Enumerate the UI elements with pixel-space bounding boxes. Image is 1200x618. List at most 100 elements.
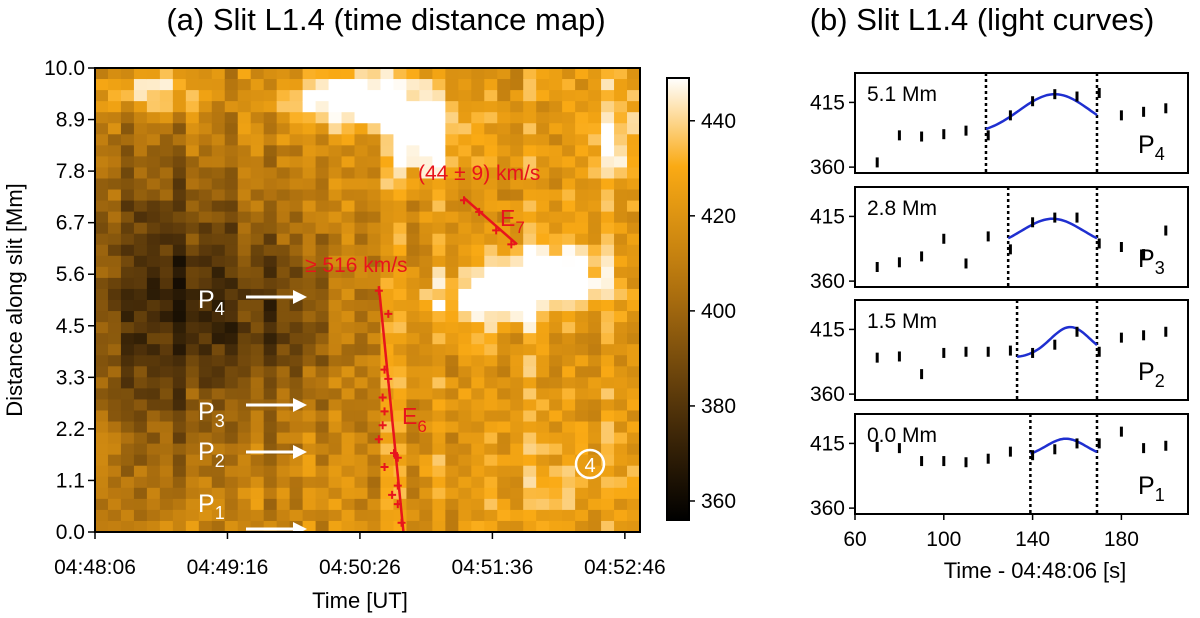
map-cell [198,101,213,113]
map-cell [510,200,524,213]
map-cell [328,454,343,467]
map-cell [289,178,304,191]
map-cell [510,344,524,356]
map-cell [133,300,148,312]
map-cell [575,233,589,246]
map-cell [562,344,576,356]
map-cell [354,112,369,124]
map-cell [406,476,421,489]
map-cell [159,222,174,235]
map-cell [237,454,252,467]
map-cell [497,288,511,301]
map-cell [95,410,109,423]
map-cell [601,465,615,478]
map-cell [380,399,395,412]
map-cell [432,311,446,323]
map-cell [601,167,615,180]
map-cell [185,90,200,102]
map-cell [302,134,317,146]
map-cell [432,432,446,445]
map-cell [146,90,161,102]
map-cell [549,244,563,257]
map-cell [95,421,109,434]
map-cell [95,377,109,389]
map-cell [419,443,433,456]
map-cell [549,134,563,146]
map-cell [458,134,472,146]
map-cell [484,509,498,522]
map-cell [627,288,641,301]
map-cell [341,68,356,80]
map-cell [588,90,602,102]
colorbar-tick-label: 420 [701,205,736,228]
map-cell [250,145,265,157]
map-cell [95,145,109,157]
map-cell [146,399,161,412]
map-cell [458,222,472,235]
map-cell [237,123,252,135]
map-cell [250,300,265,312]
position-label-p4: P4 [198,286,225,319]
map-cell [510,333,524,345]
map-cell [419,90,433,102]
map-cell [198,222,213,235]
map-y-tick-label: 8.9 [56,109,85,132]
map-cell [536,211,550,224]
map-cell [95,112,109,124]
map-cell [367,322,382,334]
map-cell [510,388,524,401]
map-cell [328,244,343,257]
map-cell [588,68,602,80]
fit-point-e6 [393,500,402,509]
map-cell [471,68,485,80]
map-cell [133,266,148,279]
map-cell [302,443,317,456]
map-cell [237,222,252,235]
map-cell [627,421,641,434]
map-cell [263,189,278,202]
map-cell [601,377,615,389]
map-cell [367,255,382,268]
map-x-tick-label: 04:48:06 [54,556,136,579]
map-cell [406,189,421,202]
map-cell [380,233,395,246]
map-cell [211,476,226,489]
map-cell [575,388,589,401]
map-cell [380,454,395,467]
map-cell [627,333,641,345]
map-cell [458,200,472,213]
map-cell [302,366,317,378]
map-cell [263,244,278,257]
map-cell [458,211,472,224]
map-cell [627,255,641,268]
map-cell [549,366,563,378]
map-cell [562,520,576,533]
map-cell [549,465,563,478]
map-cell [510,288,524,301]
map-cell [185,311,200,323]
map-cell [185,145,200,157]
map-cell [120,487,135,500]
map-cell [315,277,330,290]
map-cell [263,311,278,323]
map-cell [458,123,472,135]
map-cell [562,399,576,412]
map-cell [406,300,421,312]
map-cell [536,487,550,500]
map-cell [458,421,472,434]
map-cell [523,355,537,367]
map-cell [198,388,213,401]
map-cell [393,68,408,80]
map-cell [211,311,226,323]
map-cell [367,266,382,279]
map-cell [107,90,122,102]
map-cell [198,465,213,478]
map-cell [471,167,485,180]
time-distance-map [95,68,641,533]
map-cell [224,101,239,113]
map-cell [536,388,550,401]
map-cell [276,79,291,91]
map-cell [497,90,511,102]
map-cell [575,68,589,80]
map-cell [432,410,446,423]
